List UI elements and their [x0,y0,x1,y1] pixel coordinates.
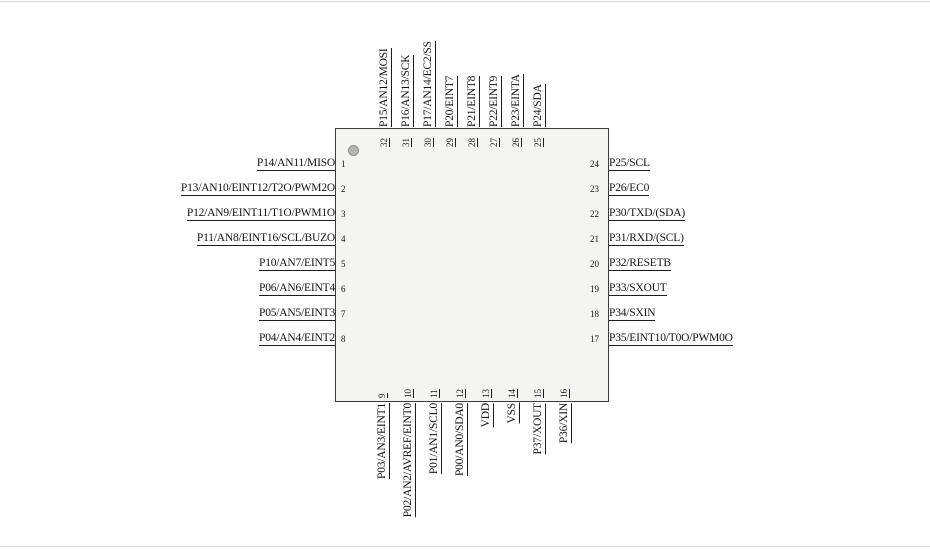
pin-number-left: 7 [341,309,346,319]
pin-label-right: P33/SXOUT [609,282,667,296]
pin-number-left: 5 [341,259,346,269]
pin-label-right: P34/SXIN [609,307,656,321]
pin-number-left: 6 [341,284,346,294]
pin-number-left: 8 [341,334,346,344]
pin-number-left: 1 [341,159,346,169]
bottom-border-line [0,546,930,547]
pin-number-left: 2 [341,184,346,194]
pin-number-top: 30 [423,138,434,147]
pin-label-left: P05/AN5/EINT3 [259,307,335,321]
pin-label-left: P10/AN7/EINT5 [259,257,335,271]
pin-label-left: P14/AN11/MISO [256,157,335,171]
pin-number-right: 22 [590,209,599,219]
pin-label-right: P25/SCL [609,157,650,171]
pin-label-top: P23/EINTA [510,74,524,127]
pin-number-right: 20 [590,259,599,269]
pin-number-bottom: 14 [507,389,518,398]
pin-label-left: P04/AN4/EINT2 [259,332,335,346]
pin-number-top: 28 [467,138,478,147]
pin-label-left: P06/AN6/EINT4 [259,282,335,296]
pin-label-right: P31/RXD/(SCL) [609,232,684,246]
pin-label-bottom: P03/AN3/EINT1 [376,403,390,479]
pin-number-bottom: 15 [533,389,544,398]
pin-label-top: P15/AN12/MOSI [378,48,392,127]
pin-label-right: P35/EINT10/T0O/PWM0O [609,332,733,346]
pin-number-right: 18 [590,309,599,319]
pin-number-top: 25 [533,138,544,147]
pin-number-top: 26 [511,138,522,147]
top-border-line [0,1,930,2]
chip-body [335,128,609,402]
pin-label-top: P22/EINT9 [488,75,502,127]
pin-label-left: P13/AN10/EINT12/T2O/PWM2O [180,182,335,196]
pin-label-bottom: VDD [480,403,494,428]
pin-label-bottom: P00/AN0/SDA0 [454,403,468,477]
pin-label-top: P17/AN14/EC2/SS [422,41,436,127]
pin-number-right: 24 [590,159,599,169]
pin-label-bottom: P37/XOUT [532,403,546,455]
pin-label-bottom: P02/AN2/AVREF/EINT0 [402,403,416,518]
pin-number-bottom: 12 [455,389,466,398]
pin-number-right: 17 [590,334,599,344]
pin-label-top: P16/AN13/SCK [400,54,414,127]
pin-number-bottom: 9 [377,393,388,398]
pin-number-bottom: 10 [403,389,414,398]
pin-number-bottom: 16 [559,389,570,398]
pin-number-left: 3 [341,209,346,219]
pin-number-right: 19 [590,284,599,294]
pin-label-bottom: VSS [506,403,520,424]
pin-number-left: 4 [341,234,346,244]
pin-label-top: P24/SDA [532,84,546,127]
pin-number-right: 23 [590,184,599,194]
pin-label-right: P26/EC0 [609,182,650,196]
pin-label-top: P21/EINT8 [466,75,480,127]
pin-label-right: P32/RESETB [609,257,671,271]
pin-number-top: 31 [401,138,412,147]
pin-label-right: P30/TXD/(SDA) [609,207,685,221]
pin-label-left: P11/AN8/EINT16/SCL/BUZO [196,232,335,246]
pin1-indicator-icon [348,145,359,156]
pin-label-left: P12/AN9/EINT11/T1O/PWM1O [186,207,335,221]
pin-number-right: 21 [590,234,599,244]
pin-label-top: P20/EINT7 [444,75,458,127]
pin-label-bottom: P36/XIN [558,403,572,444]
pin-label-bottom: P01/AN1/SCL0 [428,403,442,475]
pin-number-bottom: 13 [481,389,492,398]
pin-number-top: 27 [489,138,500,147]
pin-number-bottom: 11 [429,389,440,398]
pin-number-top: 32 [379,138,390,147]
pin-number-top: 29 [445,138,456,147]
